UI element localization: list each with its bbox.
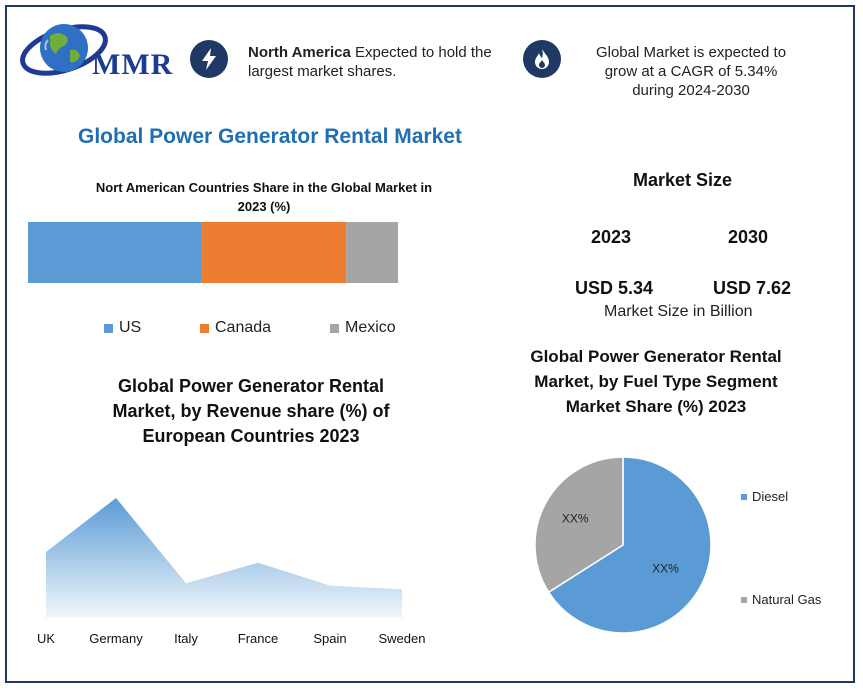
north-america-highlight: North America Expected to hold the large… [248,43,508,81]
bar-legend-swatch [330,323,339,333]
x-tick-sweden: Sweden [379,631,426,646]
area-chart-title-line1: Global Power Generator Rental [117,376,385,396]
bar-chart-title-line2: 2023 (%) [237,199,291,214]
bar-legend-label: Mexico [345,319,396,336]
pie-slice-natural-gas [534,456,624,594]
market-size-unit: Market Size in Billion [604,303,753,320]
market-size-value-2030: USD 7.62 [713,278,792,298]
bar-segment-mexico [346,222,398,283]
bar-legend-swatch [104,323,113,333]
globe-icon [20,24,108,76]
area-chart-title-line2: Market, by Revenue share (%) of [112,401,390,421]
bar-legend-us: US [104,319,141,337]
bar-legend-label: Canada [215,319,272,336]
pie-chart-title: Global Power Generator Rental Market, by… [505,344,807,419]
x-tick-spain: Spain [313,631,346,646]
cagr-highlight: Global Market is expected to grow at a C… [575,43,807,100]
area-chart-title: Global Power Generator Rental Market, by… [70,374,432,449]
cagr-line2: grow at a CAGR of 5.34% [604,63,778,80]
market-size-title: Market Size [633,170,733,190]
x-tick-france: France [238,631,278,646]
logo: MMR [20,18,190,88]
bar-legend-label: US [119,319,142,336]
market-size-value-2023: USD 5.34 [575,278,654,298]
bar-legend-mexico: Mexico [330,319,396,337]
bar-legend-swatch [200,323,209,333]
x-tick-uk: UK [37,631,55,646]
pie-legend-natural-gas: Natural Gas [741,592,821,607]
area-chart: UK Germany Italy France Spain Sweden [37,498,426,646]
pie-chart-title-line3: Market Share (%) 2023 [565,397,747,416]
logo-text: MMR [92,48,174,81]
cagr-line3: during 2024-2030 [632,82,750,99]
pie-label-diesel: XX% [652,561,679,575]
bar-segment-us [28,222,202,283]
highlight-bold: North America [248,44,351,61]
pie-chart: XX% XX% [534,456,712,634]
highlight-rest: Expected to hold the [350,44,492,61]
x-tick-italy: Italy [174,631,198,646]
cagr-line1: Global Market is expected to [595,44,787,61]
x-tick-germany: Germany [89,631,143,646]
pie-legend-natural-gas-swatch [741,596,747,603]
bar-legend-canada: Canada [200,319,271,337]
area-chart-title-line3: European Countries 2023 [142,426,360,446]
highlight-line2: largest market shares. [248,63,397,80]
lightning-bolt-icon [190,40,228,78]
flame-icon [523,40,561,78]
market-size-year-2030: 2030 [728,227,769,247]
pie-chart-title-line2: Market, by Fuel Type Segment [534,372,778,391]
stacked-bar-chart [28,222,398,283]
pie-legend-natural-gas-label: Natural Gas [752,592,822,607]
infographic-frame [5,5,855,683]
bar-chart-title: Nort American Countries Share in the Glo… [60,178,468,216]
pie-label-natural-gas: XX% [562,512,589,526]
bar-segment-canada [201,222,347,283]
pie-slice-diesel [547,456,712,634]
market-size-year-2023: 2023 [591,227,632,247]
main-title: Global Power Generator Rental Market [78,125,462,148]
pie-legend-diesel: Diesel [741,489,788,504]
pie-legend-diesel-label: Diesel [752,489,789,504]
pie-legend-diesel-swatch [741,493,747,500]
area-series [46,498,402,618]
bar-chart-title-line1: Nort American Countries Share in the Glo… [95,180,433,195]
pie-chart-title-line1: Global Power Generator Rental [530,347,782,366]
